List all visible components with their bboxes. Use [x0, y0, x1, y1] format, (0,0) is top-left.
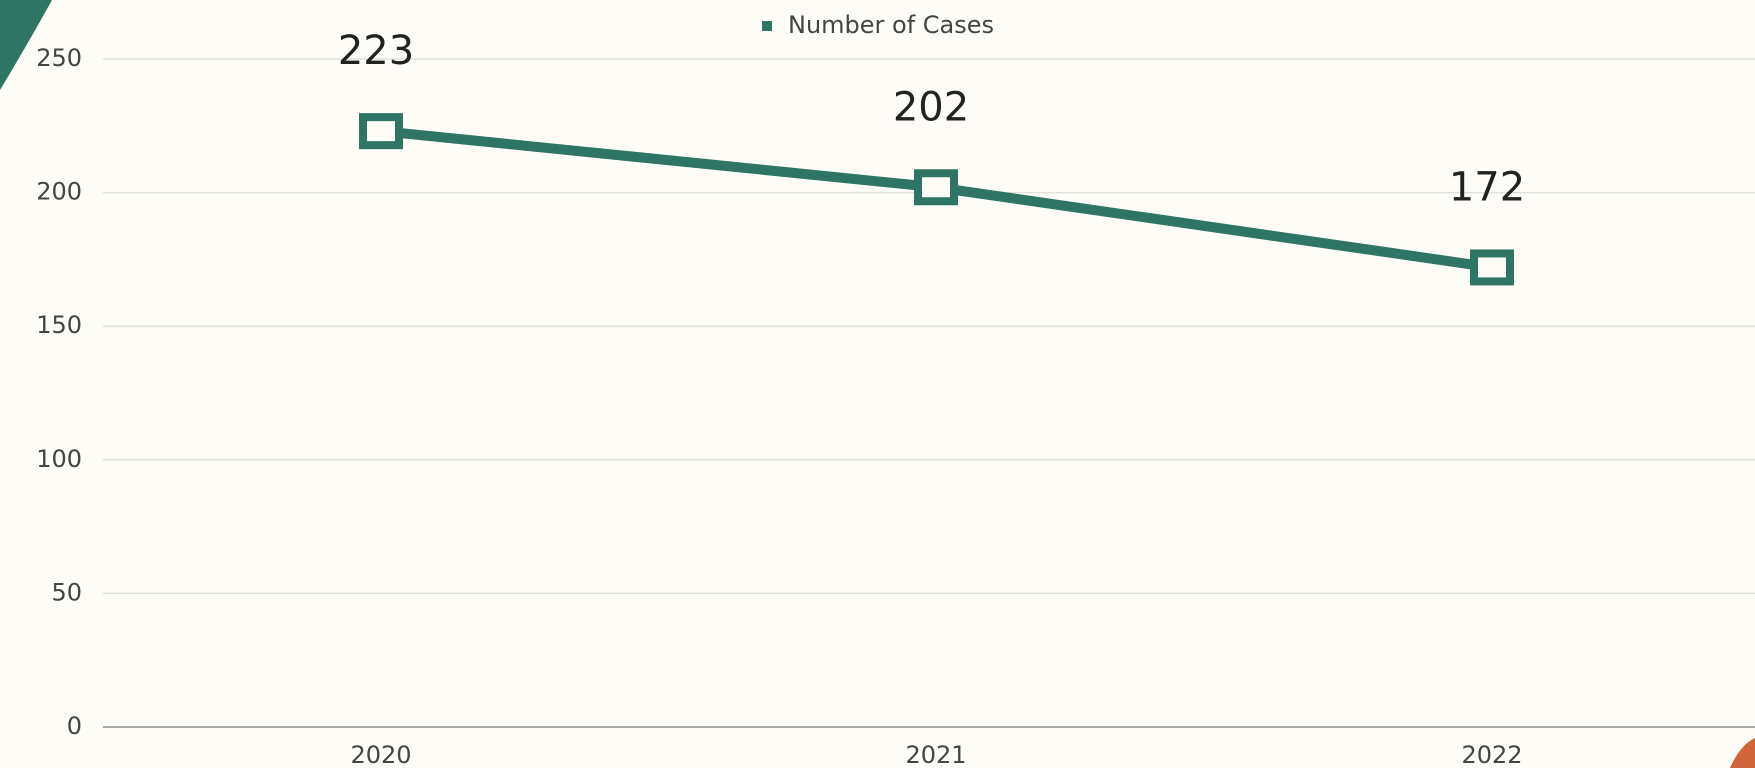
- marker: [1470, 249, 1514, 286]
- corner-decoration: [1730, 738, 1755, 768]
- y-tick-label: 250: [36, 44, 82, 72]
- data-label: 202: [893, 84, 969, 130]
- x-tick-label: 2020: [350, 741, 411, 768]
- marker: [359, 113, 403, 150]
- data-label: 223: [338, 28, 414, 74]
- y-tick-label: 100: [36, 445, 82, 473]
- data-label: 172: [1449, 164, 1525, 210]
- corner-decoration: [0, 0, 52, 90]
- y-tick-label: 0: [67, 712, 82, 740]
- x-tick-label: 2021: [905, 741, 966, 768]
- x-tick-label: 2022: [1461, 741, 1522, 768]
- marker: [914, 169, 958, 206]
- y-tick-label: 150: [36, 311, 82, 339]
- legend-label: Number of Cases: [788, 11, 994, 39]
- legend-swatch: [762, 21, 772, 31]
- y-tick-label: 50: [51, 578, 82, 606]
- y-tick-label: 200: [36, 178, 82, 206]
